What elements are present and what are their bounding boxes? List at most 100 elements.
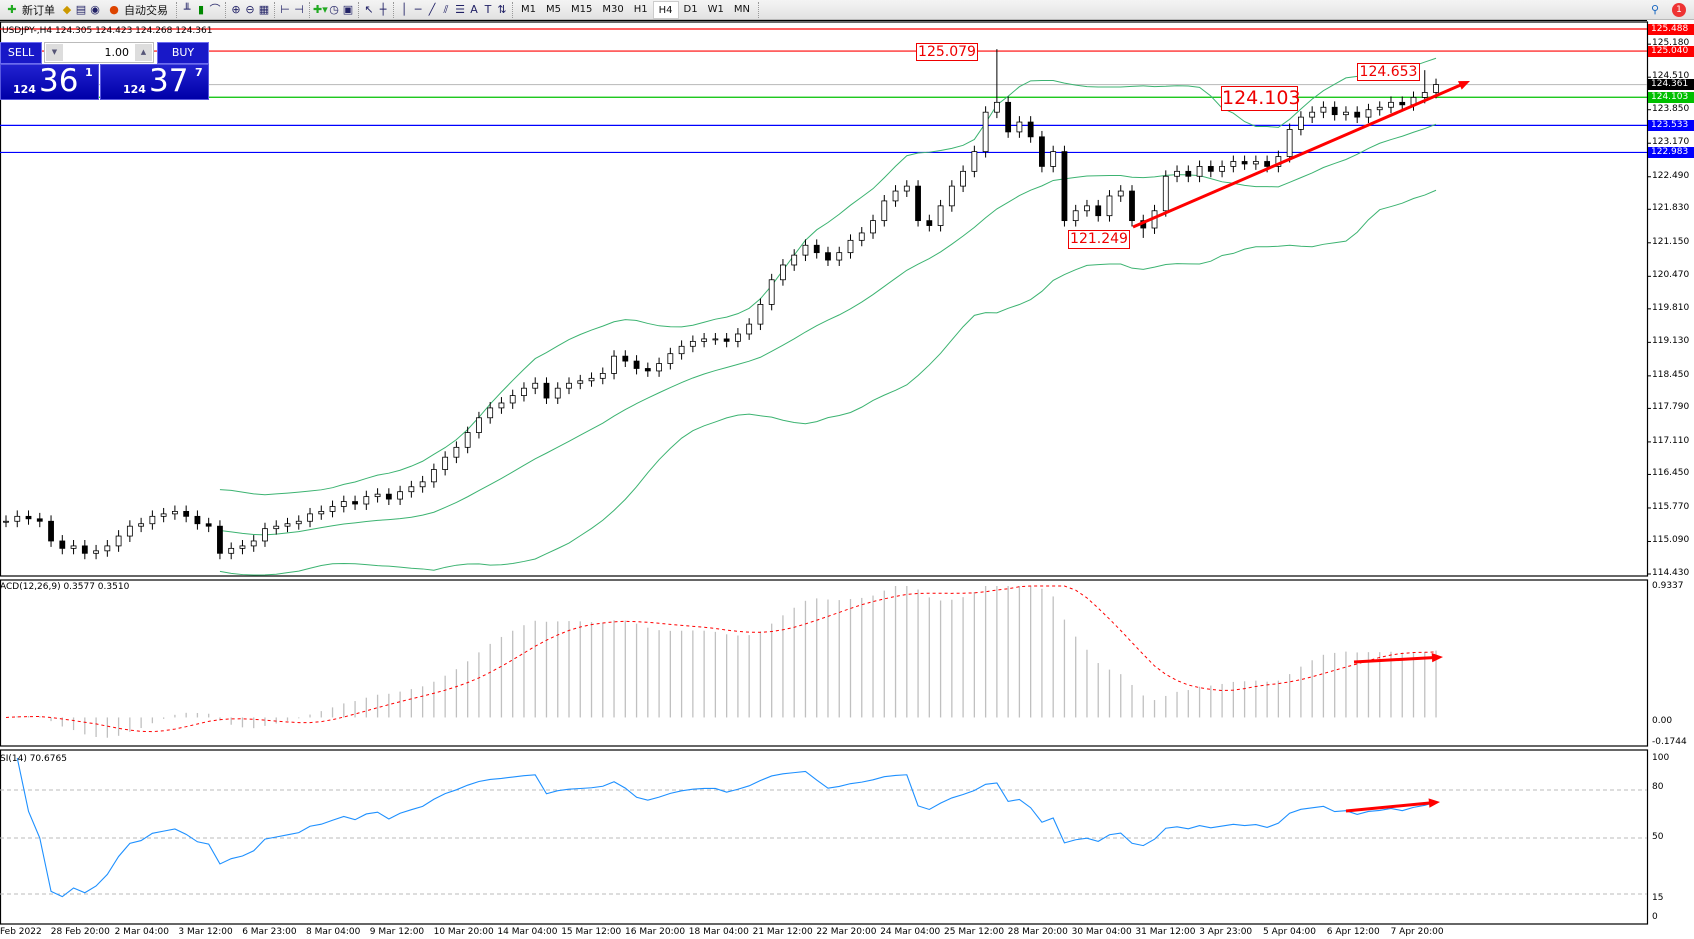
- indicators-icon[interactable]: ✚▾: [313, 2, 328, 16]
- candle-body: [960, 170, 966, 187]
- ask-price[interactable]: 124 37 7: [100, 63, 209, 100]
- arrows-icon[interactable]: ⇅: [497, 2, 507, 16]
- candle-body: [1264, 161, 1271, 167]
- auto-trading-button[interactable]: ● 自动交易: [102, 1, 173, 19]
- equidistant-channel-icon[interactable]: ⫽: [443, 2, 449, 16]
- candle-body: [419, 481, 426, 488]
- sell-button[interactable]: SELL: [0, 42, 42, 64]
- trendline-icon[interactable]: ╱: [428, 2, 436, 16]
- candle-body: [385, 493, 392, 500]
- candle-body: [554, 387, 561, 399]
- periods-icon[interactable]: ◷: [329, 2, 339, 16]
- templates-icon[interactable]: ▣: [342, 2, 354, 16]
- vertical-line-icon[interactable]: │: [400, 2, 408, 16]
- high-price-label[interactable]: 125.079: [916, 43, 978, 61]
- chart-shift-icon[interactable]: ⊢: [280, 2, 290, 16]
- candle-body: [138, 523, 145, 527]
- bid-big-figure: 124: [13, 83, 36, 96]
- macd-label: ACD(12,26,9) 0.3577 0.3510: [0, 582, 130, 592]
- timeframe-mn[interactable]: MN: [733, 3, 750, 15]
- separator: [309, 1, 310, 18]
- price-axis-label: 123.850: [1652, 103, 1690, 114]
- price-axis-label: 123.170: [1652, 137, 1690, 148]
- candle-body: [1095, 205, 1102, 217]
- time-axis-label: 3 Mar 12:00: [178, 927, 233, 937]
- candle-body: [1084, 205, 1090, 212]
- candle-body: [915, 185, 921, 222]
- bar-chart-icon[interactable]: ╨: [183, 2, 191, 16]
- price-axis-label: 114.430: [1652, 568, 1690, 578]
- separator: [757, 1, 759, 18]
- candle-body: [36, 518, 43, 522]
- rsi-axis-100: 100: [1652, 753, 1670, 763]
- candle-body: [363, 496, 370, 505]
- candle-body: [1320, 106, 1327, 113]
- timeframe-m1[interactable]: M1: [521, 3, 536, 15]
- lot-decrease-button[interactable]: ▼: [46, 44, 63, 61]
- macd-indicator: [5, 585, 1437, 738]
- search-icon[interactable]: ⚲: [1650, 2, 1660, 16]
- candle-body: [1230, 161, 1237, 167]
- price-axis-label: 117.110: [1652, 435, 1690, 446]
- candle-body: [476, 417, 482, 433]
- buy-button[interactable]: BUY: [157, 42, 209, 64]
- rsi-trend-arrow: [1345, 801, 1433, 813]
- candle-body: [1129, 190, 1135, 222]
- separator: [393, 1, 394, 18]
- candle-body: [735, 333, 741, 342]
- rsi-line: [16, 757, 1437, 898]
- one-click-trading-panel: SELL ▼ 1.00 ▲ BUY 124 36 1 124 37 7: [0, 42, 209, 100]
- timeframe-h1[interactable]: H1: [633, 3, 648, 15]
- time-axis-label: 15 Mar 12:00: [561, 927, 622, 937]
- panel-frames: [0, 20, 1651, 925]
- lot-size-input[interactable]: ▼ 1.00 ▲: [44, 42, 154, 63]
- text-icon[interactable]: A: [470, 2, 478, 16]
- zoom-in-icon[interactable]: ⊕: [231, 2, 241, 16]
- timeframe-d1[interactable]: D1: [683, 3, 698, 15]
- timeframe-m5[interactable]: M5: [546, 3, 561, 15]
- candle-body: [948, 185, 955, 207]
- horizontal-line-icon[interactable]: ─: [414, 2, 422, 16]
- recent-high-label[interactable]: 124.653: [1357, 63, 1420, 81]
- line-chart-icon[interactable]: ⌒: [209, 2, 221, 16]
- auto-trading-label: 自动交易: [124, 3, 168, 17]
- alert-icon[interactable]: 1: [1672, 2, 1686, 17]
- data-window-icon[interactable]: ▤: [75, 2, 87, 16]
- price-level-tag: 125.488: [1648, 23, 1694, 35]
- candle-body: [903, 185, 910, 192]
- candle-body: [1061, 151, 1068, 222]
- candle-body: [611, 355, 617, 374]
- candle-body: [464, 432, 471, 448]
- candle-body: [273, 525, 280, 530]
- timeframe-h4[interactable]: H4: [652, 0, 679, 19]
- candle-body: [577, 380, 584, 384]
- candle-body: [656, 363, 662, 372]
- separator: [274, 1, 275, 18]
- bid-price[interactable]: 124 36 1: [0, 63, 99, 100]
- cursor-icon[interactable]: ↖: [364, 2, 374, 16]
- tile-windows-icon[interactable]: ▦: [258, 2, 270, 16]
- timeframe-m30[interactable]: M30: [602, 3, 624, 15]
- auto-scroll-icon[interactable]: ⊣: [294, 2, 304, 16]
- new-order-button[interactable]: ✚ 新订单: [0, 1, 60, 19]
- macd-axis-max: 0.9337: [1652, 581, 1684, 591]
- candle-body: [487, 407, 494, 419]
- text-label-icon[interactable]: T: [484, 2, 492, 16]
- candle-body: [3, 520, 9, 523]
- signals-icon[interactable]: ◉: [90, 2, 100, 16]
- candlestick-icon[interactable]: ▮: [197, 2, 205, 16]
- lot-increase-button[interactable]: ▲: [135, 44, 152, 61]
- fibonacci-icon[interactable]: ☰: [455, 2, 465, 16]
- candle-body: [1252, 161, 1259, 165]
- market-watch-icon[interactable]: ◆: [62, 2, 72, 16]
- rsi-trend-arrow-head: [1428, 798, 1440, 808]
- timeframe-w1[interactable]: W1: [707, 3, 724, 15]
- candle-body: [329, 506, 336, 512]
- candle-body: [25, 515, 32, 520]
- zoom-out-icon[interactable]: ⊖: [245, 2, 255, 16]
- low-price-label[interactable]: 121.249: [1068, 230, 1130, 249]
- crosshair-icon[interactable]: ┼: [379, 2, 387, 16]
- level-price-label[interactable]: 124.103: [1221, 86, 1301, 111]
- timeframe-m15[interactable]: M15: [571, 3, 593, 15]
